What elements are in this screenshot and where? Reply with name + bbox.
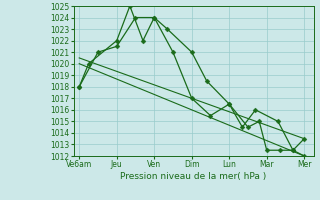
X-axis label: Pression niveau de la mer( hPa ): Pression niveau de la mer( hPa ) — [120, 172, 267, 181]
